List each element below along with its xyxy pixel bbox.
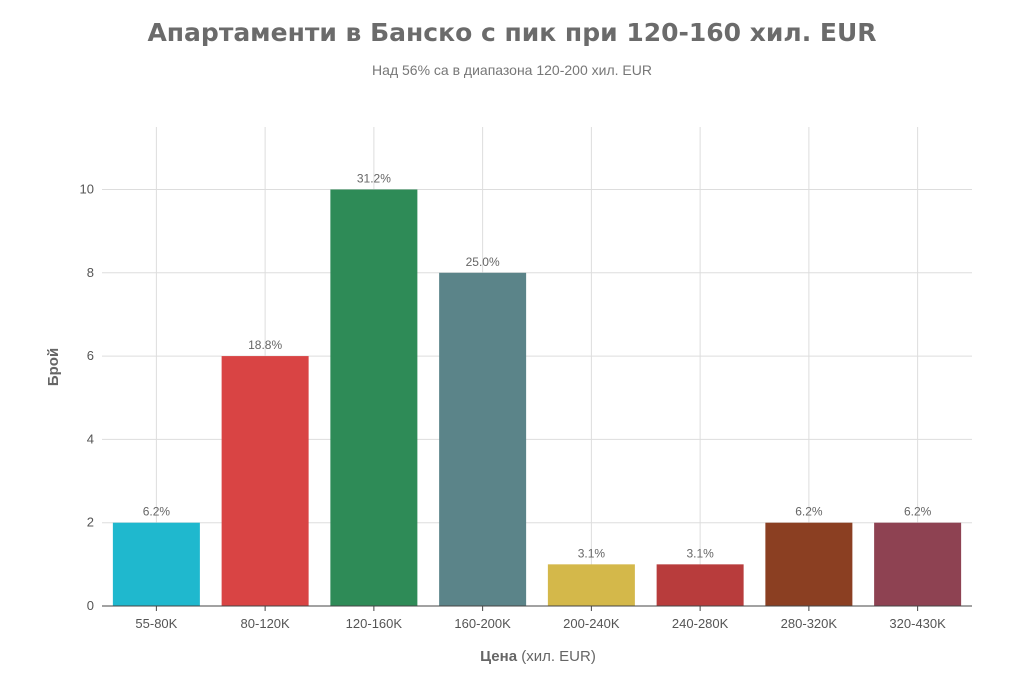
x-axis-label: Цена (хил. EUR) xyxy=(480,648,596,665)
bar xyxy=(765,522,853,606)
bar xyxy=(547,564,635,606)
y-axis-label: Брой xyxy=(45,348,62,386)
bars xyxy=(112,189,962,606)
bar xyxy=(330,189,418,606)
bar xyxy=(112,522,200,606)
data-label: 6.2% xyxy=(904,505,932,519)
data-label: 6.2% xyxy=(795,505,823,519)
bar xyxy=(439,272,527,606)
data-label: 25.0% xyxy=(466,255,500,269)
x-tick-label: 320-430K xyxy=(889,616,946,631)
bar xyxy=(221,356,309,606)
y-tick-label: 6 xyxy=(87,348,94,363)
axes: 0 2 4 6 8 10 55-80K 80-120K 120-160K 160-200K 200-… xyxy=(80,181,972,631)
data-labels: 6.2% 18.8% 31.2% 25.0% 3.1% 3.1% 6.2% 6.2% xyxy=(143,171,932,560)
x-tick-label: 200-240K xyxy=(563,616,620,631)
bar xyxy=(656,564,744,606)
data-label: 31.2% xyxy=(357,171,391,185)
y-tick-label: 2 xyxy=(87,515,94,530)
bar xyxy=(874,522,962,606)
x-tick-label: 240-280K xyxy=(672,616,729,631)
x-tick-label: 120-160K xyxy=(346,616,403,631)
x-tick-label: 280-320K xyxy=(781,616,838,631)
x-tick-label: 80-120K xyxy=(241,616,290,631)
data-label: 6.2% xyxy=(143,505,171,519)
x-axis-label-main: Цена xyxy=(480,648,518,665)
x-axis-label-unit: (хил. EUR) xyxy=(517,648,596,665)
chart-title: Апартаменти в Банско с пик при 120-160 х… xyxy=(147,18,877,47)
x-tick-label: 160-200K xyxy=(454,616,511,631)
data-label: 3.1% xyxy=(578,546,606,560)
y-tick-label: 0 xyxy=(87,598,94,613)
data-label: 3.1% xyxy=(686,546,714,560)
data-label: 18.8% xyxy=(248,338,282,352)
y-tick-label: 10 xyxy=(80,181,94,196)
x-tick-label: 55-80K xyxy=(135,616,177,631)
chart-subtitle: Над 56% са в диапазона 120-200 хил. EUR xyxy=(372,62,652,78)
y-tick-label: 4 xyxy=(87,431,94,446)
y-tick-label: 8 xyxy=(87,265,94,280)
